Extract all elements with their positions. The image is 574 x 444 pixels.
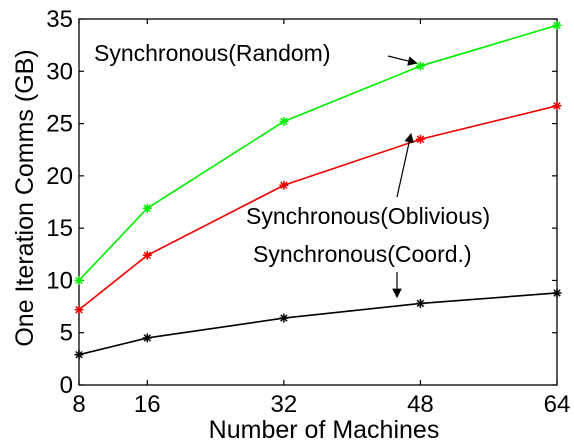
- data-point: [142, 250, 152, 260]
- data-point: [415, 61, 425, 71]
- data-point: [415, 298, 425, 308]
- y-tick-label: 10: [46, 267, 73, 294]
- series-1: [74, 101, 562, 315]
- series-line: [78, 292, 558, 356]
- annotation-label: Synchronous(Coord.): [253, 241, 472, 267]
- annotation-label: Synchronous(Random): [94, 40, 331, 66]
- data-point: [279, 313, 289, 323]
- data-point: [415, 134, 425, 144]
- data-point: [279, 116, 289, 126]
- y-tick-label: 35: [46, 6, 73, 33]
- x-tick-label: 48: [407, 391, 434, 418]
- axes: 8 16 32 48 64 0 5 10 15 20 25 30 35: [46, 6, 570, 418]
- x-tick-label: 16: [134, 391, 161, 418]
- annotation-arrow: [396, 132, 414, 198]
- plot-frame: [78, 18, 558, 386]
- data-point: [552, 20, 562, 30]
- y-tick-label: 15: [46, 215, 73, 242]
- annotation-label: Synchronous(Oblivious): [246, 203, 490, 229]
- data-point: [142, 203, 152, 213]
- annotation-arrow: [387, 55, 418, 66]
- y-tick-label: 25: [46, 111, 73, 138]
- data-point: [74, 305, 84, 315]
- y-tick-label: 30: [46, 58, 73, 85]
- series-2: [74, 288, 562, 360]
- x-tick-label: 8: [72, 391, 85, 418]
- x-tick-label: 64: [544, 391, 571, 418]
- x-axis-title: Number of Machines: [209, 416, 440, 444]
- data-point: [74, 275, 84, 285]
- y-tick-label: 5: [60, 320, 73, 347]
- data-point: [142, 333, 152, 343]
- x-tick-label: 32: [271, 391, 298, 418]
- data-point: [74, 350, 84, 360]
- data-point: [279, 180, 289, 190]
- data-point: [552, 101, 562, 111]
- annotations: Synchronous(Random) Synchronous(Oblivious…: [94, 40, 490, 299]
- series-layer: [74, 20, 562, 360]
- y-tick-label: 20: [46, 163, 73, 190]
- series-0: [74, 20, 562, 285]
- data-point: [552, 288, 562, 298]
- y-axis-title: One Iteration Comms (GB): [11, 49, 39, 346]
- y-tick-label: 0: [60, 372, 73, 399]
